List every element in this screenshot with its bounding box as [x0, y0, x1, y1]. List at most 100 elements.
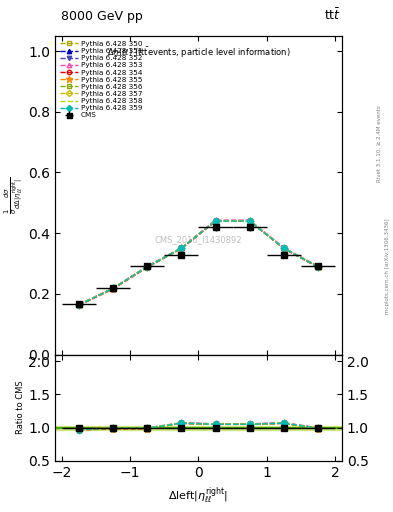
Pythia 6.428 352	[111, 285, 116, 291]
Pythia 6.428 352	[179, 245, 184, 251]
Pythia 6.428 353	[213, 217, 218, 223]
Pythia 6.428 358	[316, 264, 320, 270]
Pythia 6.428 352	[213, 218, 218, 224]
Pythia 6.428 358	[111, 285, 116, 291]
Text: mcplots.cern.ch [arXiv:1306.3436]: mcplots.cern.ch [arXiv:1306.3436]	[385, 219, 389, 314]
Pythia 6.428 359	[111, 285, 116, 291]
Pythia 6.428 353	[145, 263, 150, 269]
Pythia 6.428 356	[77, 302, 81, 308]
Pythia 6.428 356	[111, 285, 116, 291]
Pythia 6.428 353	[77, 302, 81, 308]
Bar	[55, 425, 342, 430]
Pythia 6.428 354	[77, 302, 81, 308]
Pythia 6.428 358	[179, 245, 184, 251]
Pythia 6.428 357	[281, 245, 286, 251]
Pythia 6.428 355	[145, 264, 150, 270]
Pythia 6.428 350	[247, 218, 252, 224]
Pythia 6.428 355	[213, 218, 218, 224]
Pythia 6.428 359	[145, 264, 150, 270]
Line: Pythia 6.428 354: Pythia 6.428 354	[77, 219, 320, 308]
Pythia 6.428 351	[111, 285, 116, 291]
Line: Pythia 6.428 358: Pythia 6.428 358	[79, 221, 318, 305]
Pythia 6.428 351	[179, 245, 184, 251]
Pythia 6.428 350	[316, 264, 320, 270]
Line: Pythia 6.428 350: Pythia 6.428 350	[77, 219, 320, 308]
Pythia 6.428 357	[213, 218, 218, 224]
Pythia 6.428 358	[247, 218, 252, 224]
Pythia 6.428 355	[77, 302, 81, 308]
X-axis label: $\Delta$left$|\eta_{\ell\ell}^{\rm right}|$: $\Delta$left$|\eta_{\ell\ell}^{\rm right…	[169, 485, 228, 506]
Pythia 6.428 350	[281, 245, 286, 251]
Pythia 6.428 353	[179, 245, 184, 251]
Line: Pythia 6.428 353: Pythia 6.428 353	[77, 218, 320, 307]
Pythia 6.428 353	[281, 245, 286, 251]
Pythia 6.428 350	[77, 302, 81, 308]
Pythia 6.428 350	[179, 245, 184, 251]
Pythia 6.428 354	[247, 218, 252, 224]
Pythia 6.428 359	[281, 245, 286, 251]
Pythia 6.428 358	[281, 245, 286, 251]
Pythia 6.428 350	[213, 218, 218, 224]
Pythia 6.428 359	[213, 218, 218, 224]
Pythia 6.428 354	[145, 264, 150, 270]
Pythia 6.428 355	[316, 264, 320, 270]
Y-axis label: Ratio to CMS: Ratio to CMS	[17, 381, 26, 435]
Pythia 6.428 353	[247, 217, 252, 223]
Pythia 6.428 355	[111, 286, 116, 292]
Pythia 6.428 351	[247, 218, 252, 224]
Pythia 6.428 356	[316, 264, 320, 270]
Pythia 6.428 356	[213, 218, 218, 224]
Line: Pythia 6.428 355: Pythia 6.428 355	[75, 218, 321, 309]
Pythia 6.428 359	[179, 245, 184, 251]
Pythia 6.428 356	[145, 264, 150, 270]
Pythia 6.428 357	[247, 218, 252, 224]
Pythia 6.428 352	[145, 264, 150, 270]
Pythia 6.428 351	[145, 264, 150, 270]
Pythia 6.428 351	[213, 218, 218, 224]
Pythia 6.428 357	[77, 302, 81, 308]
Pythia 6.428 351	[316, 264, 320, 270]
Pythia 6.428 355	[179, 246, 184, 252]
Pythia 6.428 352	[316, 264, 320, 270]
Pythia 6.428 356	[247, 218, 252, 224]
Pythia 6.428 354	[316, 264, 320, 270]
Legend: Pythia 6.428 350, Pythia 6.428 351, Pythia 6.428 352, Pythia 6.428 353, Pythia 6: Pythia 6.428 350, Pythia 6.428 351, Pyth…	[59, 39, 144, 120]
Line: Pythia 6.428 357: Pythia 6.428 357	[77, 219, 320, 307]
Pythia 6.428 354	[213, 218, 218, 224]
Pythia 6.428 352	[77, 302, 81, 308]
Pythia 6.428 354	[281, 246, 286, 252]
Pythia 6.428 354	[111, 286, 116, 292]
Line: Pythia 6.428 352: Pythia 6.428 352	[77, 219, 320, 307]
Pythia 6.428 357	[145, 264, 150, 270]
Pythia 6.428 350	[111, 285, 116, 291]
Pythia 6.428 351	[77, 302, 81, 308]
Pythia 6.428 354	[179, 246, 184, 252]
Pythia 6.428 359	[77, 302, 81, 308]
Line: Pythia 6.428 356: Pythia 6.428 356	[77, 219, 320, 308]
Pythia 6.428 357	[316, 264, 320, 270]
Text: $\Delta\eta(\ell\ell)$ (tt$\bar{\rm t}$events, particle level information): $\Delta\eta(\ell\ell)$ (tt$\bar{\rm t}$e…	[107, 46, 290, 60]
Text: CMS_2016_I1430892: CMS_2016_I1430892	[155, 236, 242, 244]
Pythia 6.428 352	[281, 245, 286, 251]
Pythia 6.428 356	[179, 245, 184, 251]
Pythia 6.428 353	[316, 263, 320, 269]
Pythia 6.428 356	[281, 245, 286, 251]
Pythia 6.428 359	[247, 218, 252, 224]
Pythia 6.428 358	[145, 264, 150, 270]
Pythia 6.428 358	[213, 218, 218, 224]
Line: Pythia 6.428 359: Pythia 6.428 359	[77, 219, 320, 308]
Pythia 6.428 353	[111, 285, 116, 291]
Pythia 6.428 355	[281, 246, 286, 252]
Pythia 6.428 358	[77, 302, 81, 308]
Pythia 6.428 351	[281, 245, 286, 251]
Text: tt$\bar{t}$: tt$\bar{t}$	[324, 8, 341, 23]
Pythia 6.428 359	[316, 264, 320, 270]
Pythia 6.428 355	[247, 218, 252, 224]
Pythia 6.428 357	[111, 285, 116, 291]
Text: Rivet 3.1.10, ≥ 2.4M events: Rivet 3.1.10, ≥ 2.4M events	[377, 105, 382, 182]
Pythia 6.428 352	[247, 218, 252, 224]
Pythia 6.428 350	[145, 264, 150, 270]
Y-axis label: $\frac{1}{\sigma}\frac{d\sigma}{d\Delta|\eta_{\ell\ell}^{\rm right}|}$: $\frac{1}{\sigma}\frac{d\sigma}{d\Delta|…	[3, 177, 26, 214]
Line: Pythia 6.428 351: Pythia 6.428 351	[77, 218, 320, 307]
Pythia 6.428 357	[179, 245, 184, 251]
